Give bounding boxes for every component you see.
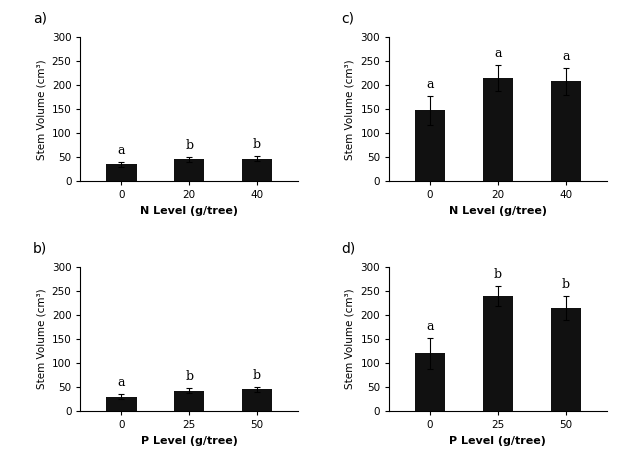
- Text: b: b: [253, 369, 261, 382]
- Text: b): b): [33, 242, 47, 256]
- Text: a: a: [426, 78, 434, 91]
- Text: a: a: [426, 320, 434, 333]
- X-axis label: N Level (g/tree): N Level (g/tree): [449, 205, 547, 216]
- Bar: [483, 78, 513, 181]
- Text: a: a: [494, 47, 501, 60]
- Bar: [415, 110, 445, 181]
- Text: a): a): [33, 12, 46, 26]
- Text: a: a: [118, 144, 125, 157]
- Text: d): d): [341, 242, 356, 256]
- Bar: [174, 391, 204, 411]
- Text: a: a: [118, 376, 125, 389]
- Bar: [483, 296, 513, 411]
- Y-axis label: Stem Volume (cm³): Stem Volume (cm³): [345, 59, 355, 160]
- X-axis label: N Level (g/tree): N Level (g/tree): [140, 205, 238, 216]
- Text: b: b: [494, 269, 502, 282]
- Bar: [415, 354, 445, 411]
- X-axis label: P Level (g/tree): P Level (g/tree): [449, 436, 547, 446]
- Text: b: b: [562, 278, 570, 291]
- Bar: [106, 164, 137, 181]
- Text: b: b: [185, 139, 193, 152]
- Text: b: b: [253, 138, 261, 151]
- Bar: [242, 389, 272, 411]
- Bar: [242, 158, 272, 181]
- Bar: [550, 308, 581, 411]
- Text: b: b: [185, 370, 193, 383]
- Text: c): c): [341, 12, 354, 26]
- Y-axis label: Stem Volume (cm³): Stem Volume (cm³): [36, 289, 46, 389]
- Y-axis label: Stem Volume (cm³): Stem Volume (cm³): [36, 59, 46, 160]
- Bar: [550, 81, 581, 181]
- X-axis label: P Level (g/tree): P Level (g/tree): [141, 436, 238, 446]
- Y-axis label: Stem Volume (cm³): Stem Volume (cm³): [345, 289, 355, 389]
- Bar: [106, 396, 137, 411]
- Text: a: a: [562, 50, 569, 63]
- Bar: [174, 160, 204, 181]
